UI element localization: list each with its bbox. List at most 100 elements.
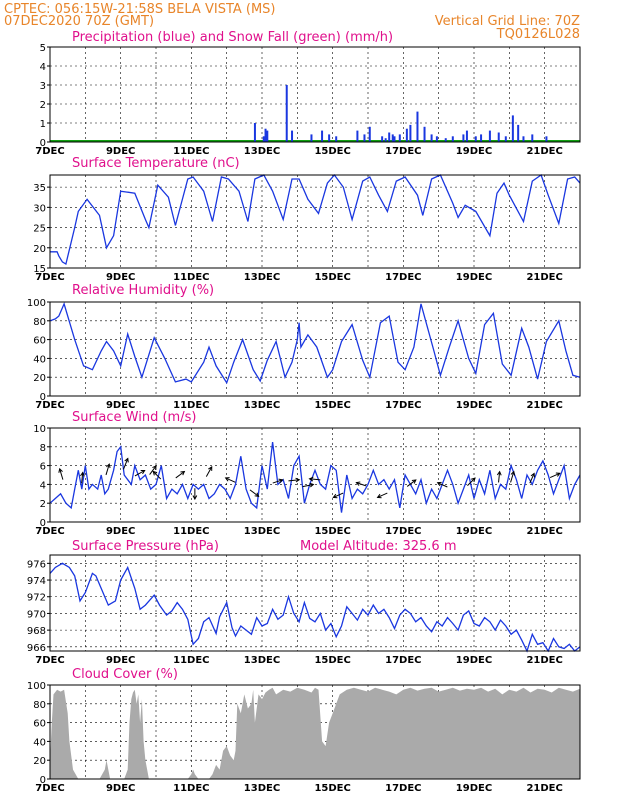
precip-xtick-label: 17DEC — [385, 146, 421, 157]
temp-series-line — [50, 173, 581, 266]
cloud-xtick-label: 7DEC — [35, 783, 64, 794]
precip-bar — [363, 134, 366, 142]
wind-direction-arrow — [224, 477, 236, 483]
precip-panel: 0 1 2 3 4 5 7DEC 9DEC 11DEC 13DEC 15DEC 17DEC 19DEC 2… — [35, 30, 581, 157]
precip-ytick-label: 0 — [40, 138, 46, 149]
rh-xtick-label: 13DEC — [244, 400, 280, 411]
rh-xtick-label: 9DEC — [106, 400, 135, 411]
wind-direction-arrow — [302, 482, 315, 488]
precip-bar — [451, 136, 454, 142]
precip-xtick-label: 19DEC — [456, 146, 492, 157]
wind-direction-arrow — [496, 470, 502, 483]
wind-direction-arrow — [192, 488, 198, 501]
rh-ytick-label: 100 — [27, 298, 46, 309]
precip-bar — [504, 136, 507, 142]
cloud-ytick-label: 0 — [40, 775, 46, 786]
precip-bar — [266, 130, 269, 142]
model-code: TQ0126L028 — [496, 27, 580, 42]
rh-series-line — [49, 302, 581, 385]
wind-direction-arrow — [249, 489, 260, 498]
rh-ytick-label: 40 — [33, 354, 46, 365]
precip-bar — [511, 115, 514, 142]
cloud-xtick-label: 11DEC — [173, 783, 209, 794]
precip-bar — [517, 124, 520, 142]
cloud-xtick-label: 21DEC — [526, 783, 562, 794]
precip-bar — [264, 128, 267, 142]
rh-ytick-label: 60 — [33, 336, 46, 347]
cloud-cover-area — [50, 687, 580, 779]
wind-direction-arrow — [436, 481, 448, 488]
pressure-series-line — [49, 562, 581, 653]
rh-panel: 0 20 40 60 80 100 7DEC 9DEC 11DEC 13DEC 15DEC 17DEC… — [27, 283, 581, 411]
precip-xtick-label: 9DEC — [106, 146, 135, 157]
date-line: 07DEC2020 70Z (GMT) — [4, 14, 154, 29]
rh-xtick-label: 17DEC — [385, 400, 421, 411]
temp-frame — [49, 174, 581, 269]
pressure-xtick-label: 19DEC — [456, 655, 492, 666]
wind-direction-arrow — [58, 467, 64, 480]
temp-ytick-label: 35 — [33, 183, 46, 194]
temp-ytick-label: 25 — [33, 224, 46, 235]
pressure-panel: 966 968 970 972 974 976 7DEC 9DEC 11DEC 13DEC 15DE… — [27, 539, 581, 666]
temp-xtick-label: 7DEC — [35, 272, 64, 283]
precip-bar — [405, 128, 408, 142]
wind-frame — [49, 427, 581, 523]
wind-ytick-label: 8 — [40, 443, 46, 454]
precip-xtick-label: 7DEC — [35, 146, 64, 157]
wind-xtick-label: 9DEC — [106, 526, 135, 537]
wind-series-line — [49, 442, 581, 513]
cloud-ytick-label: 80 — [33, 700, 46, 711]
precip-xtick-label: 21DEC — [526, 146, 562, 157]
wind-xtick-label: 17DEC — [385, 526, 421, 537]
cloud-ytick-label: 40 — [33, 737, 46, 748]
precip-xtick-label: 13DEC — [244, 146, 280, 157]
precip-bar — [388, 132, 391, 142]
cloud-title: Cloud Cover (%) — [72, 667, 178, 682]
cloud-xtick-label: 15DEC — [314, 783, 350, 794]
rh-ytick-label: 80 — [33, 317, 46, 328]
wind-direction-arrow — [332, 492, 344, 499]
wind-ytick-label: 4 — [40, 480, 46, 491]
wind-direction-arrow — [105, 463, 111, 476]
pressure-xtick-label: 13DEC — [244, 655, 280, 666]
temp-xtick-label: 15DEC — [314, 272, 350, 283]
rh-ytick-label: 0 — [40, 392, 46, 403]
precip-bar — [321, 130, 324, 142]
temp-xtick-label: 21DEC — [526, 272, 562, 283]
pressure-frame — [49, 554, 581, 652]
precip-bar — [368, 126, 371, 142]
precip-bar — [381, 136, 384, 142]
wind-xtick-label: 21DEC — [526, 526, 562, 537]
wind-direction-arrow — [467, 477, 476, 487]
precip-bar — [384, 138, 387, 142]
pressure-ytick-label: 976 — [27, 559, 46, 570]
pressure-xtick-label: 15DEC — [314, 655, 350, 666]
pressure-ytick-label: 972 — [27, 593, 46, 604]
precip-bar — [310, 134, 313, 142]
wind-xtick-label: 19DEC — [456, 526, 492, 537]
wind-ytick-label: 10 — [33, 424, 46, 435]
precip-bar — [465, 130, 468, 142]
precip-ytick-label: 4 — [40, 62, 46, 73]
wind-direction-arrow — [80, 471, 85, 484]
precip-bar — [462, 134, 465, 142]
cloud-xtick-label: 17DEC — [385, 783, 421, 794]
wind-direction-arrow — [149, 465, 157, 475]
pressure-xtick-label: 21DEC — [526, 655, 562, 666]
precip-bar — [393, 136, 396, 142]
precip-frame — [49, 46, 581, 143]
rh-xtick-label: 15DEC — [314, 400, 350, 411]
precip-bar — [356, 130, 359, 142]
precip-bar — [328, 134, 331, 142]
precip-bar — [522, 136, 525, 142]
cloud-frame — [49, 684, 581, 780]
temp-ytick-label: 15 — [33, 264, 46, 275]
cloud-ytick-label: 100 — [27, 681, 46, 692]
wind-ytick-label: 6 — [40, 462, 46, 473]
precip-bar — [285, 85, 288, 142]
precip-bar — [423, 126, 426, 142]
cloud-xtick-label: 9DEC — [106, 783, 135, 794]
wind-direction-arrow — [134, 469, 146, 477]
